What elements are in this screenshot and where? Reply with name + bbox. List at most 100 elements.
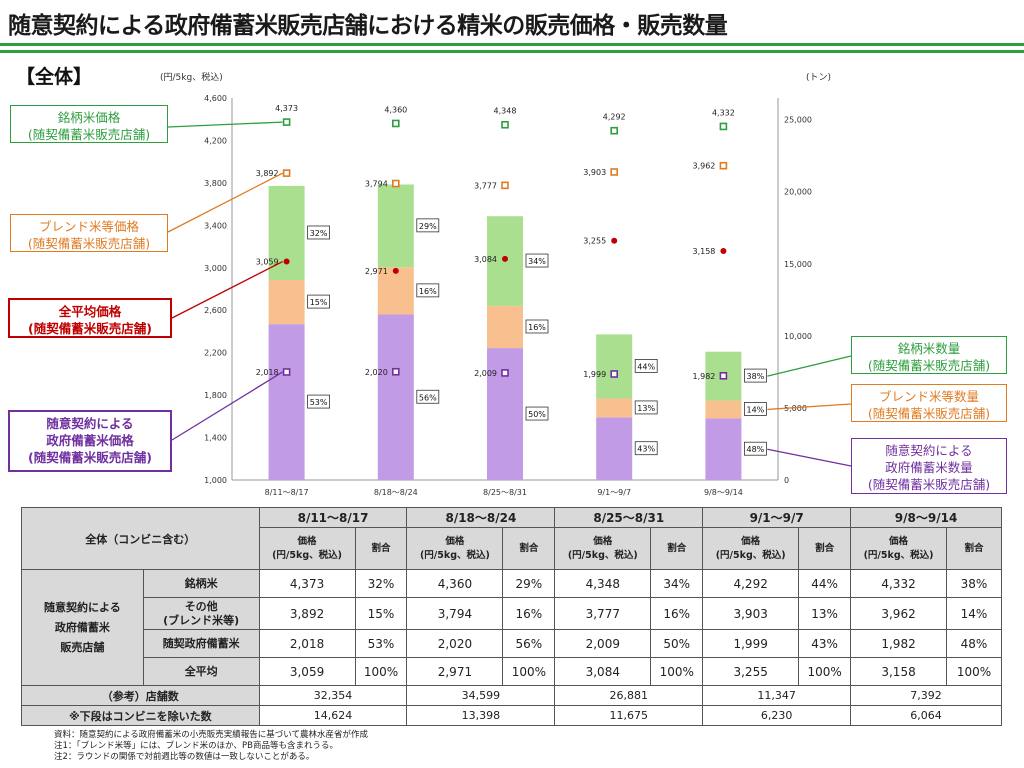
avg-price-point (611, 237, 618, 244)
footnotes: 資料：随意契約による政府備蓄米の小売販売実績報告に基づいて農林水産省が作成 注1… (54, 730, 368, 763)
share-label-box (634, 441, 658, 456)
ratio-cell: 44% (798, 569, 852, 598)
share-label-box (416, 283, 440, 298)
leader-brand-qty (767, 355, 852, 377)
x-tick-label: 9/8～9/14 (704, 488, 743, 497)
callout-gov-qty: 随意契約による 政府備蓄米数量 (随契備蓄米販売店舗) (851, 438, 1007, 494)
brand-price-point (391, 119, 400, 128)
avg-price-point (502, 255, 508, 262)
share-label: 38% (747, 372, 765, 381)
avg-price-point (283, 258, 290, 265)
store-count-excl-conv: 6,230 (702, 705, 852, 726)
left-tick-label: 3,000 (204, 264, 227, 273)
source-note: 資料：随意契約による政府備蓄米の小売販売実績報告に基づいて農林水産省が作成 (54, 730, 368, 740)
gov-price-label: 2,020 (365, 368, 388, 377)
price-cell: 2,009 (554, 629, 652, 658)
ratio-cell: 100% (354, 657, 408, 686)
share-label: 13% (637, 404, 655, 413)
share-label: 16% (419, 287, 437, 296)
price-cell: 4,348 (554, 569, 652, 598)
ratio-cell: 38% (946, 569, 1002, 598)
ratio-cell: 48% (946, 629, 1002, 658)
bar-blend-segment (268, 280, 305, 325)
gov-price-label: 2,018 (256, 368, 279, 377)
right-axis-unit: (トン) (806, 73, 832, 83)
leader-gov-qty (767, 448, 852, 467)
blend-price-point (391, 179, 400, 188)
ratio-cell: 32% (354, 569, 408, 598)
share-label: 44% (637, 362, 655, 371)
share-label-box (525, 253, 549, 268)
price-cell: 3,084 (554, 657, 652, 686)
price-cell: 4,332 (850, 569, 947, 598)
gov-price-point (282, 368, 291, 376)
callout-avg-price: 全平均価格 (随契備蓄米販売店舗) (8, 298, 172, 338)
price-cell: 2,018 (258, 629, 356, 658)
week-header: 9/1～9/7 (702, 507, 852, 528)
blend-price-label: 3,794 (365, 180, 388, 189)
price-cell: 4,373 (258, 569, 356, 598)
share-label-box (307, 394, 331, 409)
bar-gov-segment (705, 418, 742, 480)
left-tick-label: 1,000 (204, 476, 227, 485)
ratio-cell: 100% (502, 657, 556, 686)
avg-price-label: 2,971 (365, 267, 388, 276)
price-cell: 3,777 (554, 597, 652, 630)
bar-brand-segment (377, 184, 414, 268)
price-cell: 3,158 (850, 657, 947, 686)
price-quantity-chart: 1,000 1,400 1,800 2,200 2,600 3,000 3,400 3,800… (167, 94, 852, 497)
ratio-subheader: 割合 (798, 527, 852, 570)
right-tick-label: 0 (784, 476, 789, 485)
store-count: 26,881 (554, 685, 704, 706)
store-count: 11,347 (702, 685, 852, 706)
ratio-cell: 29% (502, 569, 556, 598)
x-tick-label: 9/1～9/7 (597, 488, 631, 497)
section-heading: 【全体】 (16, 66, 93, 88)
row-label: 随契政府備蓄米 (142, 629, 260, 658)
callout-brand-price: 銘柄米価格 (随契備蓄米販売店舗) (10, 105, 168, 143)
avg-price-point (720, 248, 727, 255)
callout-blend-qty: ブレンド米等数量 (随契備蓄米販売店舗) (851, 384, 1007, 422)
share-label: 29% (419, 222, 437, 231)
week-header: 8/11～8/17 (258, 507, 408, 528)
bar-gov-segment (487, 348, 523, 480)
brand-price-label: 4,332 (712, 108, 735, 117)
bar-blend-segment (705, 400, 742, 419)
ratio-subheader: 割合 (650, 527, 704, 570)
price-cell: 1,982 (850, 629, 947, 658)
price-subheader: 価格 (円/5kg、税込) (702, 527, 800, 570)
table-corner: 全体（コンビニ含む） (21, 507, 260, 570)
share-label-box (744, 368, 767, 383)
share-label-box (525, 319, 549, 334)
share-label-box (744, 441, 767, 456)
blend-price-label: 3,777 (474, 181, 497, 190)
row-label: 銘柄米 (142, 569, 260, 598)
gov-price-label: 1,999 (583, 370, 606, 379)
leader-gov-price (171, 371, 283, 441)
bar-gov-segment (596, 417, 633, 480)
blend-price-label: 3,962 (692, 162, 715, 171)
price-cell: 3,903 (702, 597, 800, 630)
store-count: 7,392 (850, 685, 1002, 706)
ratio-cell: 14% (946, 597, 1002, 630)
gov-price-label: 1,982 (692, 372, 715, 381)
gov-price-point (610, 370, 619, 378)
right-tick-label: 10,000 (784, 332, 812, 341)
row-label: 全平均 (142, 657, 260, 686)
row-label: その他 (ブレンド米等) (142, 597, 260, 630)
price-cell: 3,059 (258, 657, 356, 686)
price-cell: 4,360 (406, 569, 504, 598)
summary-table: 全体（コンビニ含む） 8/11～8/17 8/18～8/24 8/25～8/31… (21, 507, 1002, 726)
avg-price-label: 3,084 (474, 255, 497, 264)
brand-price-point (501, 120, 509, 129)
left-tick-label: 4,600 (204, 94, 227, 103)
leader-blend-qty (767, 403, 852, 411)
left-tick-label: 3,400 (204, 221, 227, 230)
share-label: 16% (528, 323, 546, 332)
share-label-box (634, 359, 658, 373)
store-count-excl-conv: 6,064 (850, 705, 1002, 726)
price-subheader: 価格 (円/5kg、税込) (258, 527, 356, 570)
price-cell: 3,962 (850, 597, 947, 630)
brand-price-point (282, 118, 291, 126)
right-tick-label: 15,000 (784, 260, 812, 269)
